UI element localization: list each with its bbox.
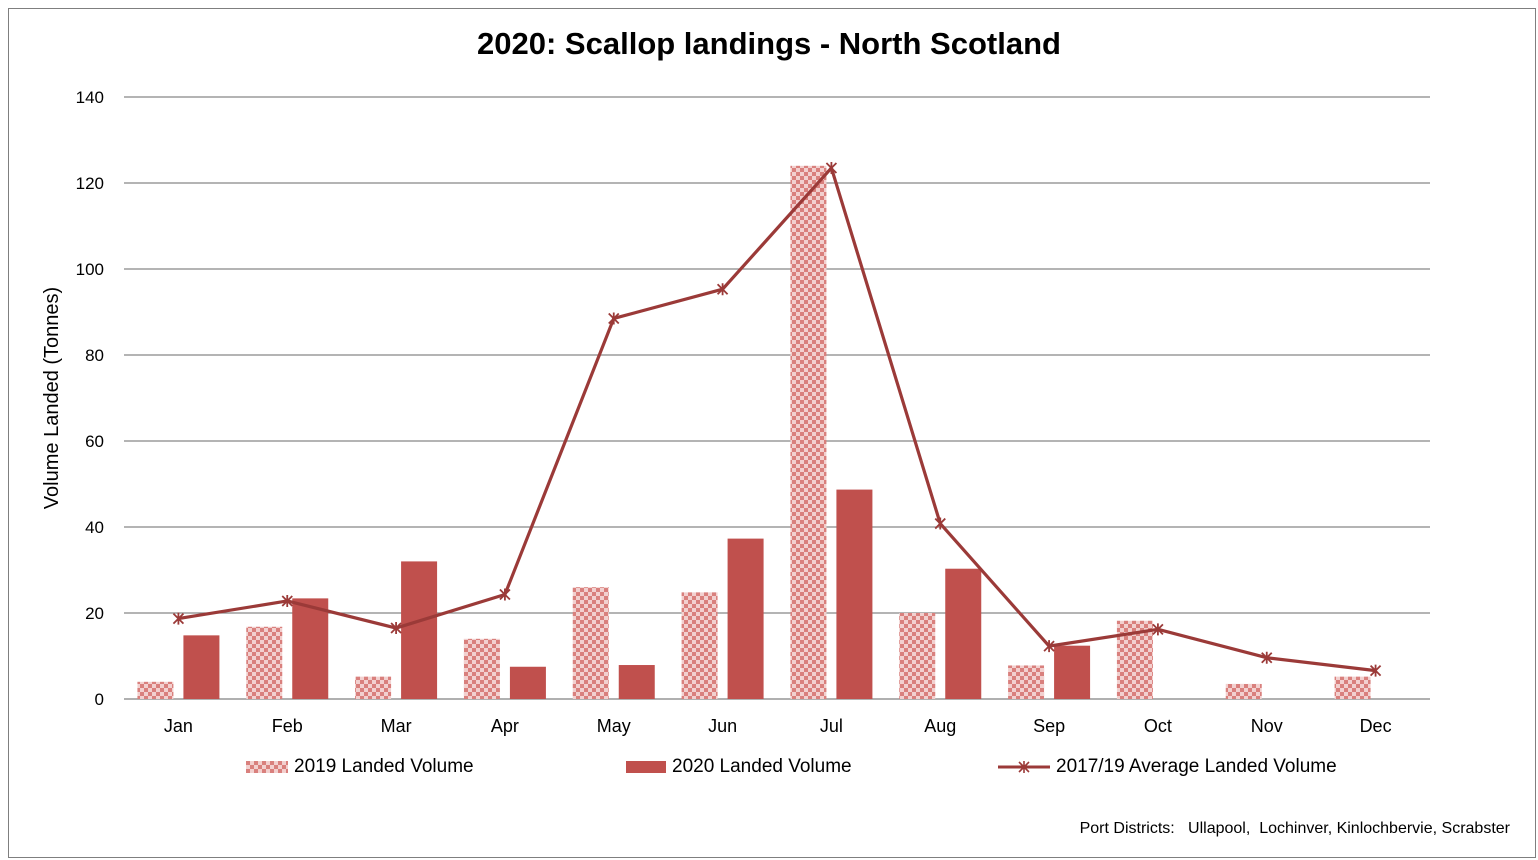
chart-title: 2020: Scallop landings - North Scotland bbox=[477, 26, 1061, 61]
bar-2019-mar bbox=[355, 676, 392, 699]
x-tick-label: Feb bbox=[272, 716, 303, 736]
chart-frame bbox=[8, 8, 1536, 858]
legend-label-2020: 2020 Landed Volume bbox=[672, 756, 852, 777]
line-marker-mar bbox=[390, 622, 402, 635]
bar-2020-feb bbox=[292, 598, 329, 699]
bar-2019-aug bbox=[899, 613, 936, 699]
y-tick-label: 120 bbox=[76, 174, 104, 193]
line-series-average bbox=[178, 166, 1376, 673]
bar-2019-dec bbox=[1334, 676, 1371, 699]
line-marker-jan bbox=[172, 612, 185, 625]
x-tick-label: Sep bbox=[1033, 716, 1065, 736]
legend-item-average: 2017/19 Average Landed Volume bbox=[998, 756, 1337, 778]
bar-2019-may bbox=[572, 587, 609, 699]
line-marker-aug bbox=[934, 517, 946, 530]
legend-swatch-solid bbox=[626, 761, 666, 773]
x-tick-label: Oct bbox=[1144, 716, 1172, 736]
x-tick-label: Aug bbox=[924, 716, 956, 736]
legend: 2019 Landed Volume 2020 Landed Volume 20… bbox=[0, 756, 1538, 780]
bar-2019-apr bbox=[463, 638, 500, 699]
legend-label-2019: 2019 Landed Volume bbox=[294, 756, 474, 777]
line-marker-dec bbox=[1369, 664, 1382, 677]
legend-label-average: 2017/19 Average Landed Volume bbox=[1056, 756, 1337, 777]
bar-2019-feb bbox=[246, 626, 283, 699]
bar-2019-jan bbox=[137, 681, 174, 699]
x-tick-label: May bbox=[597, 716, 631, 736]
x-tick-label: Apr bbox=[491, 716, 519, 736]
y-axis-label: Volume Landed (Tonnes) bbox=[41, 287, 63, 509]
x-tick-label: Jul bbox=[820, 716, 843, 736]
bar-2020-jul bbox=[836, 489, 873, 699]
x-tick-label: Jun bbox=[708, 716, 737, 736]
bar-2019-nov bbox=[1225, 683, 1262, 699]
y-tick-label: 40 bbox=[85, 518, 104, 537]
bar-2019-jun bbox=[681, 592, 718, 699]
y-tick-label: 100 bbox=[76, 260, 104, 279]
legend-swatch-line bbox=[998, 761, 1050, 773]
line-marker-feb bbox=[281, 594, 293, 607]
line-marker-may bbox=[608, 312, 620, 325]
legend-item-2020: 2020 Landed Volume bbox=[626, 756, 852, 778]
y-tick-label: 60 bbox=[85, 432, 104, 451]
line-marker-jul bbox=[825, 161, 838, 174]
y-tick-label: 80 bbox=[85, 346, 104, 365]
bar-2019-sep bbox=[1008, 665, 1045, 699]
bar-2020-apr bbox=[509, 666, 546, 699]
line-marker-nov bbox=[1261, 651, 1273, 664]
line-marker-apr bbox=[499, 588, 511, 601]
bar-2020-jan bbox=[183, 635, 220, 699]
line-marker-jun bbox=[716, 283, 729, 296]
footnote: Port Districts: Ullapool, Lochinver, Kin… bbox=[1079, 820, 1510, 837]
x-tick-label: Jan bbox=[164, 716, 193, 736]
y-tick-label: 0 bbox=[95, 690, 104, 709]
line-marker-sep bbox=[1043, 640, 1055, 653]
y-tick-label: 140 bbox=[76, 88, 104, 107]
line-marker-oct bbox=[1152, 623, 1164, 636]
x-tick-label: Mar bbox=[381, 716, 412, 736]
bar-2020-jun bbox=[727, 538, 764, 699]
bar-2020-aug bbox=[945, 568, 982, 699]
y-tick-label: 20 bbox=[85, 604, 104, 623]
bar-2020-mar bbox=[401, 561, 438, 699]
bar-2019-jul bbox=[790, 165, 827, 700]
legend-swatch-checkered bbox=[246, 761, 288, 773]
legend-item-2019: 2019 Landed Volume bbox=[246, 756, 474, 778]
bar-2020-may bbox=[618, 665, 655, 699]
bar-2020-sep bbox=[1054, 645, 1091, 699]
x-tick-label: Nov bbox=[1251, 716, 1283, 736]
x-tick-label: Dec bbox=[1360, 716, 1392, 736]
